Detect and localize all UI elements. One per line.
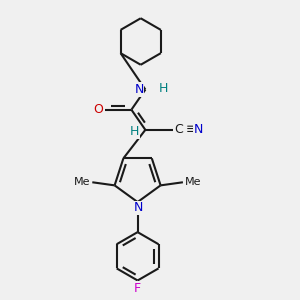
Text: Me: Me (184, 177, 201, 187)
Text: H: H (158, 82, 168, 95)
Text: ≡: ≡ (186, 123, 196, 136)
Text: F: F (134, 282, 141, 295)
Text: N: N (194, 123, 203, 136)
Text: O: O (93, 103, 103, 116)
Text: C: C (174, 123, 183, 136)
Text: Me: Me (74, 177, 91, 187)
Text: H: H (130, 125, 139, 138)
Text: N: N (134, 83, 144, 96)
Text: N: N (134, 201, 143, 214)
